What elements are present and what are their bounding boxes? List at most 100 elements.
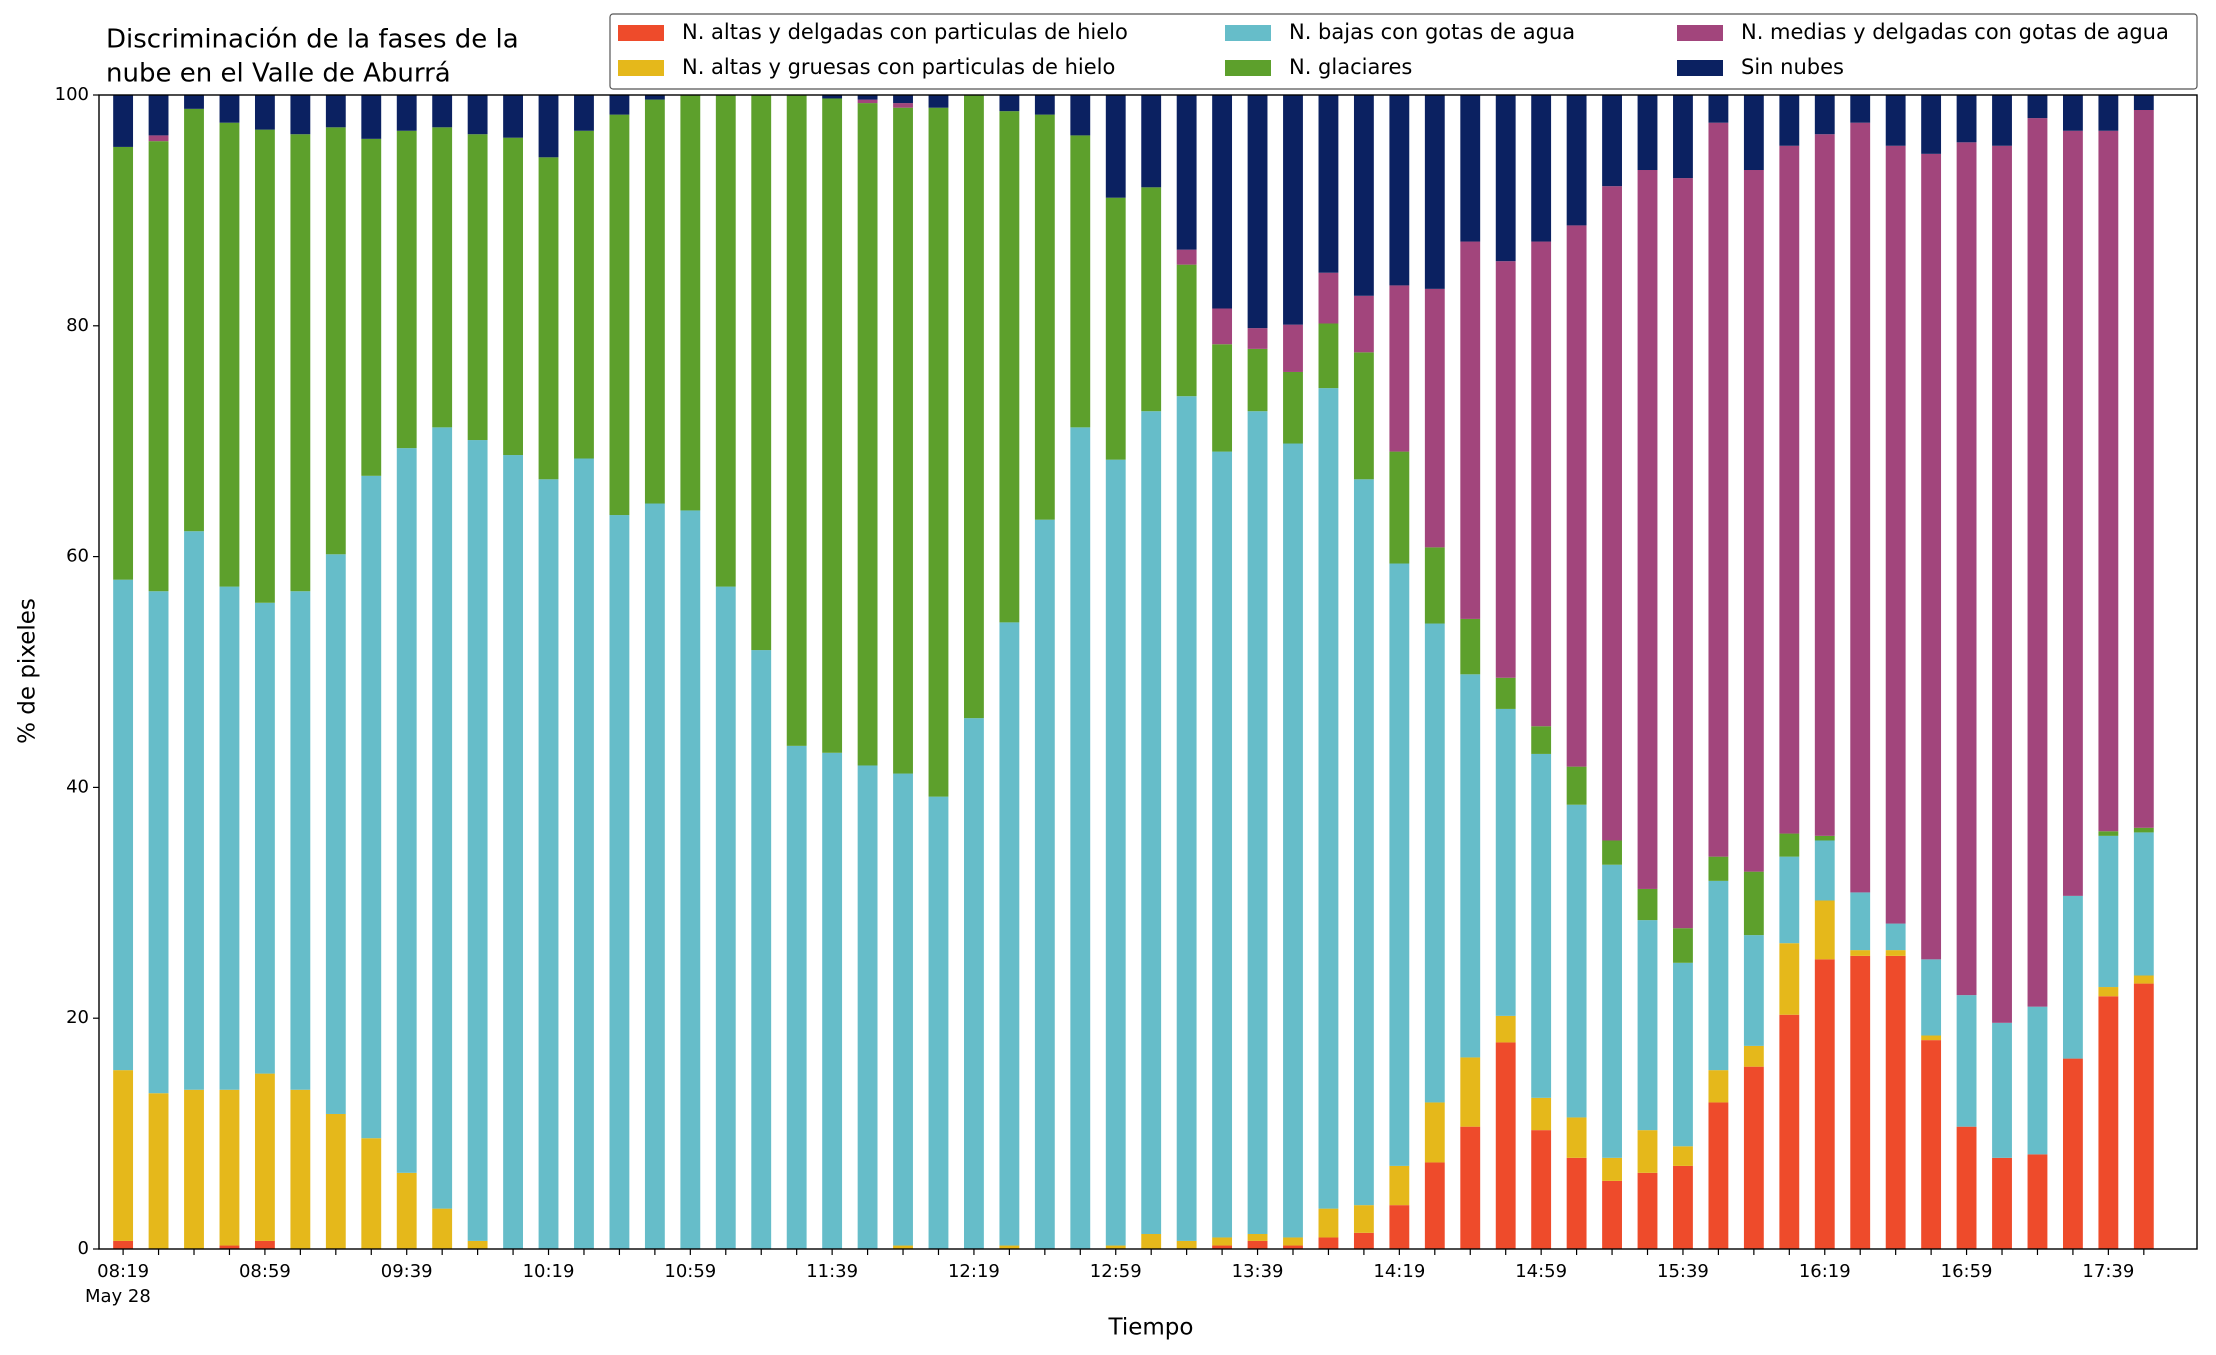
y-tick-label: 0 xyxy=(78,1238,89,1259)
bar-segment xyxy=(857,95,878,100)
bar-segment xyxy=(1602,1157,1622,1181)
bar-segment xyxy=(290,591,311,1090)
bar-segment xyxy=(1743,1066,1764,1249)
bar-segment xyxy=(1956,1126,1977,1249)
bar-segment xyxy=(1885,95,1906,146)
bar-segment xyxy=(254,602,275,1074)
bar-segment xyxy=(893,1245,913,1249)
bar-segment xyxy=(680,95,701,511)
bar-segment xyxy=(1637,170,1658,889)
bar-segment xyxy=(1673,928,1693,963)
bar-segment xyxy=(2098,987,2119,997)
bar-segment xyxy=(1389,95,1410,286)
bar-segment xyxy=(1850,892,1871,951)
x-tick-label: 16:59 xyxy=(1941,1261,1993,1282)
bar-segment xyxy=(1318,1208,1339,1238)
bar-segment xyxy=(1956,142,1977,996)
bar-segment xyxy=(1708,1102,1729,1249)
bar-segment xyxy=(1495,261,1516,678)
bar-segment xyxy=(928,95,949,108)
x-tick-label: 11:39 xyxy=(806,1261,858,1282)
bar-segment xyxy=(1921,1040,1942,1249)
bar-segment xyxy=(1389,563,1410,1166)
bar-segment xyxy=(999,111,1020,623)
bar-segment xyxy=(2133,975,2154,984)
bar-segment xyxy=(1353,1232,1374,1249)
bar-segment xyxy=(1708,95,1729,123)
bar-segment xyxy=(999,622,1020,1246)
bar-segment xyxy=(1034,95,1055,115)
bar-segment xyxy=(1885,923,1906,951)
bar-segment xyxy=(822,752,843,1249)
bar-segment xyxy=(254,1240,275,1249)
legend-swatch xyxy=(618,60,664,76)
bar-segment xyxy=(1850,950,1871,956)
bar-segment xyxy=(1424,288,1445,548)
y-tick-label: 20 xyxy=(66,1007,89,1028)
bar-segment xyxy=(1424,1102,1445,1163)
bar-segment xyxy=(2027,1006,2048,1155)
bar-segment xyxy=(1105,197,1126,460)
bar-segment xyxy=(1531,95,1552,242)
bar-segment xyxy=(432,95,453,128)
bar-segment xyxy=(1212,95,1233,309)
bar-segment xyxy=(1247,348,1268,412)
bar-segment xyxy=(1212,1245,1233,1249)
bar-segment xyxy=(1814,840,1835,901)
bar-segment xyxy=(1956,995,1977,1127)
x-tick-label: 14:59 xyxy=(1515,1261,1567,1282)
bar-segment xyxy=(857,103,878,766)
bar-segment xyxy=(1070,135,1091,428)
bar-segment xyxy=(1212,344,1233,452)
x-tick-label: 12:59 xyxy=(1090,1261,1142,1282)
bar-segment xyxy=(1495,708,1516,1016)
bar-segment xyxy=(1070,95,1091,136)
bar-segment xyxy=(1850,955,1871,1249)
bar-segment xyxy=(432,1208,453,1249)
bar-segment xyxy=(1283,324,1303,372)
bar-segment xyxy=(609,515,630,1249)
bar-segment xyxy=(503,95,523,138)
bar-segment xyxy=(1602,840,1622,865)
bar-segment xyxy=(467,134,488,441)
bar-segment xyxy=(1992,1022,2012,1158)
bar-segment xyxy=(396,448,417,1173)
bar-segment xyxy=(1070,427,1091,1249)
bar-segment xyxy=(361,475,382,1139)
bar-segment xyxy=(893,95,913,104)
bar-segment xyxy=(1531,241,1552,727)
bar-segment xyxy=(893,107,913,774)
bar-segment xyxy=(1885,145,1906,924)
bar-segment xyxy=(361,1138,382,1249)
legend-label: N. altas y gruesas con particulas de hie… xyxy=(682,55,1115,79)
bar-segment xyxy=(857,99,878,104)
bar-segment xyxy=(2062,130,2083,896)
bar-segment xyxy=(396,95,417,131)
legend-label: Sin nubes xyxy=(1741,55,1844,79)
bar-segment xyxy=(1460,618,1481,675)
bar-segment xyxy=(822,98,843,753)
bar-segment xyxy=(1531,1130,1552,1249)
bar-segment xyxy=(928,796,949,1249)
bar-segment xyxy=(1921,153,1942,960)
x-tick-label: 12:19 xyxy=(948,1261,1000,1282)
bar-segment xyxy=(2062,1058,2083,1249)
bar-segment xyxy=(1141,1233,1162,1249)
bar-segment xyxy=(538,157,559,480)
bar-segment xyxy=(1814,835,1835,841)
bar-segment xyxy=(1885,955,1906,1249)
bar-segment xyxy=(2133,983,2154,1249)
bar-segment xyxy=(219,1089,240,1246)
bar-segment xyxy=(751,650,772,1249)
bar-segment xyxy=(644,99,665,504)
bar-segment xyxy=(1566,1117,1587,1158)
bar-segment xyxy=(1389,285,1410,452)
bar-segment xyxy=(964,95,984,719)
bar-segment xyxy=(1247,95,1268,329)
bar-segment xyxy=(822,95,843,99)
bar-segment xyxy=(1708,856,1729,881)
bar-segment xyxy=(1779,145,1800,834)
bar-segment xyxy=(1176,264,1197,397)
bar-segment xyxy=(1850,122,1871,893)
